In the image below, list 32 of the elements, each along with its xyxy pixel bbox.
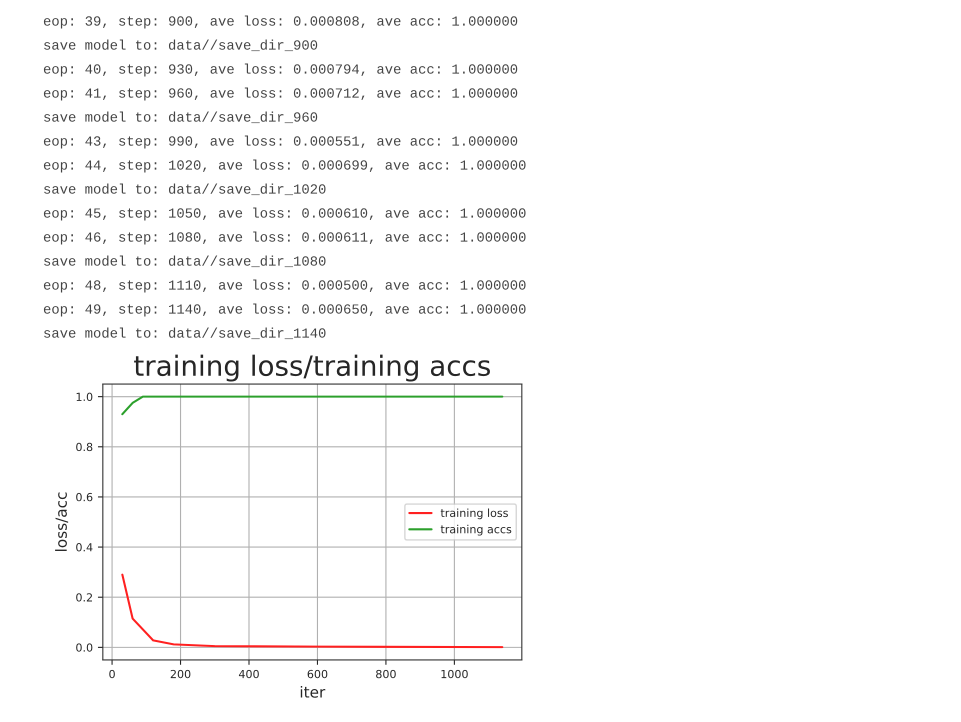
x-tick-label: 1000	[441, 670, 468, 678]
y-axis-title: loss/acc	[55, 492, 68, 551]
text: save model to: data//save_dir_960	[44, 112, 318, 124]
x-axis-title: iter	[300, 686, 326, 698]
text: save model to: data//save_dir_1080	[44, 256, 326, 268]
chart-title: training loss/training accs	[134, 354, 490, 382]
text: save model to: data//save_dir_1140	[44, 328, 326, 340]
text: eop: 45, step: 1050, ave loss: 0.000610, ave acc: 1.000000	[44, 208, 526, 220]
text: eop: 46, step: 1080, ave loss: 0.000611, ave acc: 1.000000	[44, 232, 526, 244]
y-tick-label: 0.2	[76, 593, 92, 602]
y-tick-label: 0.4	[76, 543, 92, 552]
line-series	[121, 574, 504, 648]
text: eop: 41, step: 960, ave loss: 0.000712, ave acc: 1.000000	[44, 88, 518, 100]
x-tick-label: 600	[308, 670, 328, 678]
y-tick-label: 0.6	[76, 492, 92, 502]
x-tick-label: 800	[376, 670, 396, 678]
text: eop: 44, step: 1020, ave loss: 0.000699, ave acc: 1.000000	[44, 160, 526, 172]
x-tick-label: 0	[109, 670, 115, 678]
x-tick-label: 400	[238, 670, 259, 678]
y-tick-label: 0.8	[76, 442, 92, 452]
legend-label: training loss	[440, 508, 508, 520]
text: eop: 49, step: 1140, ave loss: 0.000650, ave acc: 1.000000	[44, 304, 526, 316]
text: eop: 40, step: 930, ave loss: 0.000794, ave acc: 1.000000	[44, 64, 518, 76]
text: save model to: data//save_dir_1020	[44, 184, 326, 196]
legend-label: training accs	[440, 524, 512, 536]
text: eop: 43, step: 990, ave loss: 0.000551, ave acc: 1.000000	[44, 136, 518, 148]
text: eop: 48, step: 1110, ave loss: 0.000500, ave acc: 1.000000	[44, 280, 526, 292]
text: eop: 39, step: 900, ave loss: 0.000808, ave acc: 1.000000	[44, 16, 518, 28]
x-tick-label: 200	[170, 670, 190, 678]
text: save model to: data//save_dir_900	[44, 40, 318, 52]
y-tick-label: 0.0	[76, 643, 92, 652]
y-tick-label: 1.0	[76, 392, 92, 402]
